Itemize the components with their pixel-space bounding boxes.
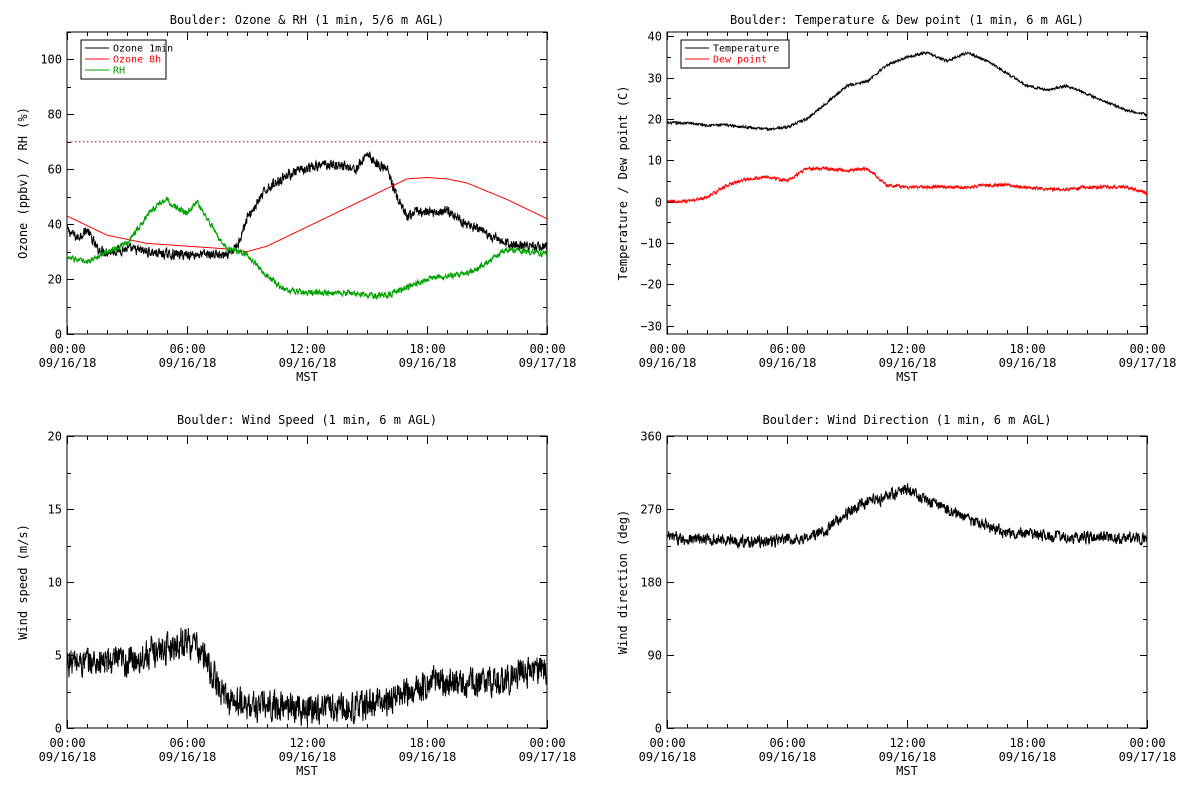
x-tick-label-date: 09/16/18 xyxy=(159,356,217,370)
x-tick-label-date: 09/16/18 xyxy=(399,750,457,764)
x-tick-label-date: 09/16/18 xyxy=(279,356,337,370)
x-tick-label-time: 06:00 xyxy=(769,342,805,356)
x-tick-label-time: 18:00 xyxy=(1009,342,1045,356)
x-tick-label-time: 12:00 xyxy=(289,736,325,750)
x-tick-label-date: 09/16/18 xyxy=(879,750,937,764)
x-tick-label-time: 12:00 xyxy=(889,342,925,356)
x-tick-label-date: 09/16/18 xyxy=(159,750,217,764)
y-tick-label: 40 xyxy=(648,30,662,44)
series-line-1 xyxy=(667,50,1147,132)
y-tick-label: 20 xyxy=(48,430,62,444)
chart-panel-4: Boulder: Wind Direction (1 min, 6 m AGL)… xyxy=(616,413,1176,778)
x-axis-label: MST xyxy=(896,764,918,778)
chart-title: Boulder: Wind Speed (1 min, 6 m AGL) xyxy=(177,413,437,427)
legend-label: RH xyxy=(113,66,125,77)
y-tick-label: 270 xyxy=(640,503,662,517)
x-tick-label-time: 18:00 xyxy=(409,342,445,356)
y-tick-label: 20 xyxy=(48,273,62,287)
y-tick-label: −10 xyxy=(640,237,662,251)
y-tick-label: 20 xyxy=(648,113,662,127)
y-tick-label: 0 xyxy=(655,196,662,210)
x-tick-label-time: 06:00 xyxy=(169,736,205,750)
x-tick-label-time: 12:00 xyxy=(289,342,325,356)
x-tick-label-date: 09/16/18 xyxy=(759,356,817,370)
y-tick-label: 10 xyxy=(48,576,62,590)
x-tick-label-time: 00:00 xyxy=(649,736,685,750)
y-tick-label: 30 xyxy=(648,72,662,86)
x-tick-label-date: 09/16/18 xyxy=(999,356,1057,370)
x-tick-label-time: 00:00 xyxy=(49,342,85,356)
x-tick-label-date: 09/17/18 xyxy=(1119,356,1177,370)
series-line-1 xyxy=(67,627,547,726)
series-line-2 xyxy=(67,177,547,253)
y-tick-label: 180 xyxy=(640,576,662,590)
x-tick-label-time: 00:00 xyxy=(49,736,85,750)
y-tick-label: 80 xyxy=(48,108,62,122)
y-axis-label: Temperature / Dew point (C) xyxy=(616,85,630,280)
chart-panel-1: Boulder: Ozone & RH (1 min, 5/6 m AGL) 0 2… xyxy=(16,13,576,384)
x-tick-label-time: 18:00 xyxy=(1009,736,1045,750)
y-tick-label: 15 xyxy=(48,503,62,517)
y-axis-label: Wind direction (deg) xyxy=(616,510,630,655)
x-tick-label-time: 00:00 xyxy=(1129,342,1165,356)
x-tick-label-time: 00:00 xyxy=(649,342,685,356)
x-tick-label-date: 09/16/18 xyxy=(879,356,937,370)
plot-frame xyxy=(66,435,548,729)
x-axis-label: MST xyxy=(896,370,918,384)
x-tick-label-date: 09/16/18 xyxy=(759,750,817,764)
x-tick-label-date: 09/17/18 xyxy=(519,750,577,764)
x-tick-label-date: 09/16/18 xyxy=(39,356,97,370)
y-tick-label: 0 xyxy=(55,722,62,736)
y-axis-label: Ozone (ppbv) / RH (%) xyxy=(16,107,30,259)
x-axis-label: MST xyxy=(296,764,318,778)
x-tick-label-date: 09/16/18 xyxy=(639,750,697,764)
x-axis-label: MST xyxy=(296,370,318,384)
y-tick-label: 10 xyxy=(648,154,662,168)
legend-label: Temperature xyxy=(713,44,779,55)
x-tick-label-date: 09/17/18 xyxy=(1119,750,1177,764)
y-tick-label: 60 xyxy=(48,163,62,177)
y-tick-label: −20 xyxy=(640,278,662,292)
legend-label: Dew point xyxy=(713,55,767,66)
legend-label: Ozone 8h xyxy=(113,55,161,66)
y-tick-label: 90 xyxy=(648,649,662,663)
chart-title: Boulder: Temperature & Dew point (1 min,… xyxy=(730,13,1084,27)
y-tick-label: 100 xyxy=(40,53,62,67)
x-tick-label-date: 09/16/18 xyxy=(999,750,1057,764)
series-line-3 xyxy=(67,196,547,301)
x-tick-label-date: 09/16/18 xyxy=(639,356,697,370)
y-tick-label: −30 xyxy=(640,320,662,334)
chart-title: Boulder: Ozone & RH (1 min, 5/6 m AGL) xyxy=(170,13,445,27)
x-tick-label-date: 09/17/18 xyxy=(519,356,577,370)
x-tick-label-date: 09/16/18 xyxy=(279,750,337,764)
y-tick-label: 0 xyxy=(655,722,662,736)
series-line-2 xyxy=(667,165,1147,205)
x-tick-label-time: 18:00 xyxy=(409,736,445,750)
x-tick-label-time: 06:00 xyxy=(769,736,805,750)
x-tick-label-time: 00:00 xyxy=(529,342,565,356)
x-tick-label-time: 00:00 xyxy=(1129,736,1165,750)
chart-title: Boulder: Wind Direction (1 min, 6 m AGL) xyxy=(763,413,1052,427)
legend-box xyxy=(680,39,790,69)
x-tick-label-date: 09/16/18 xyxy=(399,356,457,370)
series-line-1 xyxy=(67,151,547,261)
chart-panel-3: Boulder: Wind Speed (1 min, 6 m AGL) 0 5 10… xyxy=(16,413,576,778)
series-line-1 xyxy=(667,482,1147,550)
x-tick-label-date: 09/16/18 xyxy=(39,750,97,764)
y-tick-label: 0 xyxy=(55,328,62,342)
x-tick-label-time: 06:00 xyxy=(169,342,205,356)
x-tick-label-time: 12:00 xyxy=(889,736,925,750)
y-axis-label: Wind speed (m/s) xyxy=(16,524,30,640)
chart-panel-2: Boulder: Temperature & Dew point (1 min,… xyxy=(616,13,1176,384)
plot-frame xyxy=(666,435,1148,729)
plot-frame xyxy=(666,31,1148,335)
y-tick-label: 360 xyxy=(640,430,662,444)
y-tick-label: 40 xyxy=(48,218,62,232)
legend-label: Ozone 1min xyxy=(113,44,173,55)
y-tick-label: 5 xyxy=(55,649,62,663)
x-tick-label-time: 00:00 xyxy=(529,736,565,750)
